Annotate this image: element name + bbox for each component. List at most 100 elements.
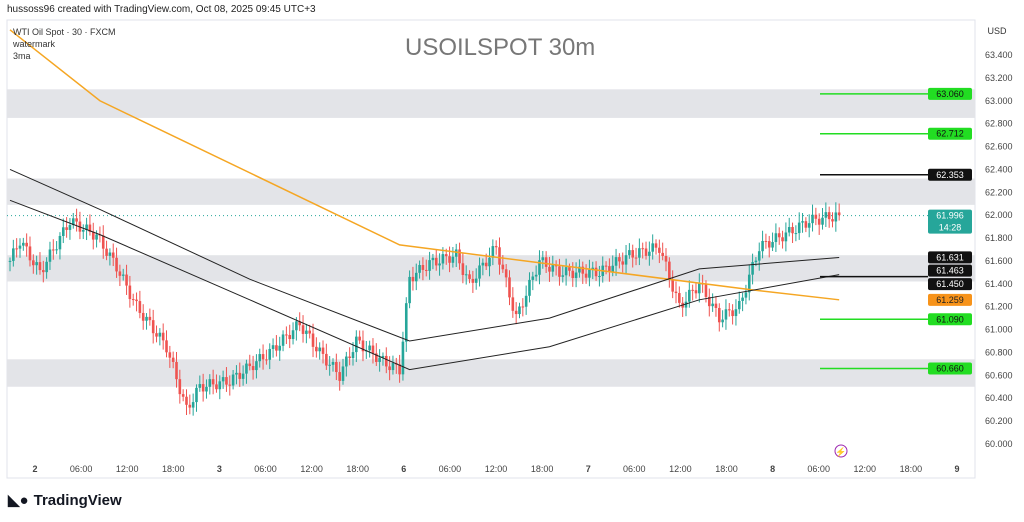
candle-up: [195, 387, 198, 403]
candle-down: [261, 354, 265, 360]
candle-up: [797, 222, 801, 234]
candle-down: [424, 269, 428, 271]
candle-down: [298, 321, 302, 326]
indicator-price-badge: [928, 278, 972, 291]
candle-down: [188, 404, 192, 408]
candle-down: [338, 372, 341, 381]
candle-up: [821, 217, 824, 225]
candle-up: [401, 341, 405, 375]
y-tick-label: 61.000: [985, 325, 1013, 335]
candle-down: [315, 346, 318, 352]
x-tick-label: 6: [401, 464, 406, 474]
candle-up: [58, 235, 62, 250]
y-tick-label: 60.800: [985, 347, 1013, 357]
indicator-price-badge: [928, 293, 972, 306]
candle-down: [717, 307, 721, 323]
level-badge: [928, 264, 972, 277]
currency-label: USD: [987, 26, 1007, 36]
last-price-badge: [928, 209, 972, 234]
candle-up: [824, 212, 828, 218]
candle-down: [151, 320, 155, 334]
y-tick-label: 63.000: [985, 96, 1013, 106]
candle-down: [141, 312, 145, 321]
candle-up: [531, 276, 535, 280]
candle-up: [628, 250, 631, 256]
candle-down: [238, 372, 242, 379]
candle-down: [827, 212, 831, 220]
candle-up: [491, 246, 495, 258]
candle-up: [221, 377, 225, 382]
y-tick-label: 60.400: [985, 393, 1013, 403]
candle-down: [181, 394, 185, 397]
candle-down: [804, 221, 808, 228]
last-price-value: 61.996: [936, 211, 964, 221]
candle-down: [584, 273, 588, 278]
y-tick-label: 61.600: [985, 256, 1013, 266]
level-badge: [928, 313, 972, 326]
candle-down: [138, 301, 142, 313]
y-tick-label: 60.200: [985, 416, 1013, 426]
indicator-3ma[interactable]: 3ma: [13, 51, 31, 61]
candle-up: [598, 276, 601, 278]
candle-up: [318, 347, 321, 352]
candle-up: [205, 386, 208, 392]
candle-up: [747, 274, 751, 293]
candle-up: [355, 336, 358, 353]
candle-down: [714, 303, 718, 308]
candle-down: [301, 325, 305, 334]
candle-up: [624, 255, 628, 265]
candle-up: [428, 260, 431, 271]
candle-up: [12, 248, 15, 261]
candle-down: [155, 333, 158, 337]
candle-down: [664, 256, 668, 262]
candle-down: [371, 345, 375, 354]
indicator-watermark[interactable]: watermark: [13, 39, 56, 49]
x-tick-label: 18:00: [531, 464, 554, 474]
candle-up: [305, 330, 308, 334]
support-resistance-zone: [7, 359, 975, 387]
candle-up: [55, 249, 58, 251]
candle-down: [75, 218, 78, 222]
candle-up: [451, 256, 455, 263]
x-tick-label: 9: [954, 464, 959, 474]
x-tick-label: 06:00: [439, 464, 462, 474]
candle-up: [538, 260, 541, 275]
candle-up: [744, 292, 748, 298]
candle-down: [571, 270, 575, 279]
candle-up: [404, 303, 408, 342]
candle-up: [528, 279, 531, 296]
candle-up: [341, 366, 345, 381]
candle-up: [378, 357, 381, 362]
candle-down: [411, 276, 415, 282]
symbol-label[interactable]: WTI Oil Spot · 30 · FXCM: [13, 27, 116, 37]
candle-down: [118, 271, 122, 276]
candle-down: [285, 334, 288, 336]
candle-up: [438, 263, 441, 266]
candle-up: [391, 362, 395, 371]
candle-up: [45, 261, 48, 273]
candle-up: [345, 356, 348, 367]
level-value: 62.353: [936, 170, 964, 180]
indicator-price-badge: [928, 251, 972, 264]
candle-down: [691, 289, 694, 291]
candle-down: [678, 293, 681, 303]
tradingview-logo[interactable]: ◣● TradingView: [8, 491, 122, 510]
moving-average-line: [9, 29, 840, 301]
candle-down: [767, 241, 771, 248]
candle-up: [418, 265, 421, 273]
candle-down: [215, 384, 218, 390]
candle-up: [811, 214, 814, 224]
candle-down: [554, 265, 558, 267]
candle-down: [248, 363, 252, 367]
candle-up: [71, 218, 75, 226]
candle-up: [574, 272, 578, 279]
candle-up: [95, 234, 98, 240]
candle-up: [551, 265, 555, 272]
candle-down: [201, 384, 205, 392]
candle-down: [51, 249, 55, 251]
candle-up: [108, 252, 112, 256]
candle-down: [225, 377, 228, 385]
level-badge: [928, 87, 972, 100]
candle-down: [131, 299, 135, 301]
